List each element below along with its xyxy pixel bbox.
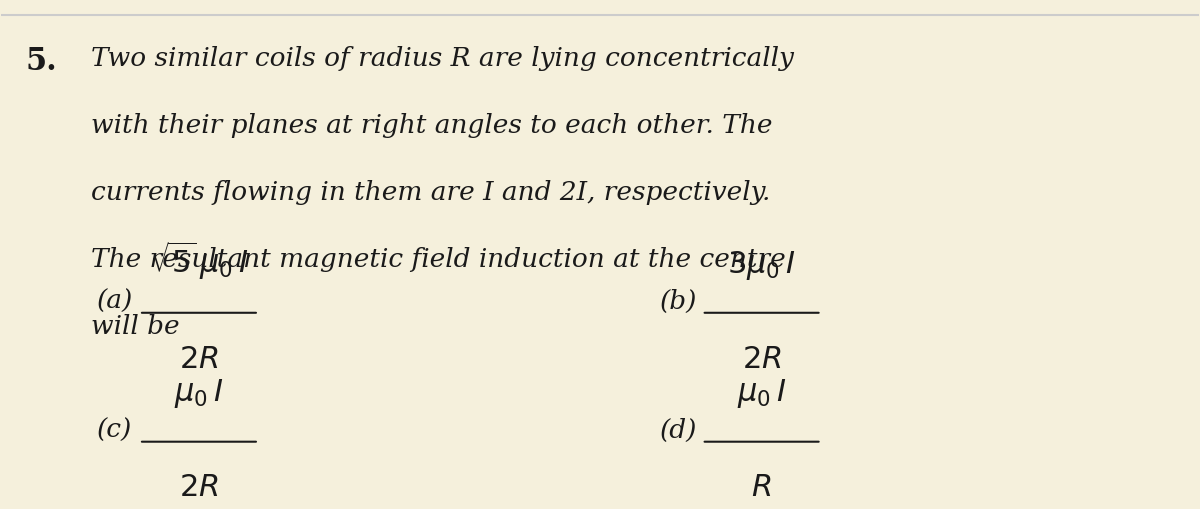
Text: $R$: $R$ [751, 471, 772, 502]
Text: $2R$: $2R$ [179, 471, 218, 502]
Text: $3\mu_0\,I$: $3\mu_0\,I$ [727, 248, 796, 281]
Text: (d): (d) [660, 417, 697, 442]
Text: $\sqrt{5}\,\mu_0\,I$: $\sqrt{5}\,\mu_0\,I$ [150, 238, 248, 281]
Text: 5.: 5. [25, 46, 58, 77]
Text: Two similar coils of radius R are lying concentrically: Two similar coils of radius R are lying … [91, 46, 794, 71]
Text: $2R$: $2R$ [179, 343, 218, 374]
Text: currents flowing in them are I and 2I, respectively.: currents flowing in them are I and 2I, r… [91, 180, 770, 205]
Text: $2R$: $2R$ [742, 343, 781, 374]
Text: will be: will be [91, 313, 180, 338]
Text: $\mu_0\,I$: $\mu_0\,I$ [737, 377, 786, 410]
Text: with their planes at right angles to each other. The: with their planes at right angles to eac… [91, 112, 773, 138]
Text: $\mu_0\,I$: $\mu_0\,I$ [174, 377, 223, 410]
Text: (b): (b) [660, 288, 697, 313]
Text: (a): (a) [97, 288, 133, 313]
Text: The resultant magnetic field induction at the centre: The resultant magnetic field induction a… [91, 246, 786, 271]
Text: (c): (c) [97, 417, 132, 442]
